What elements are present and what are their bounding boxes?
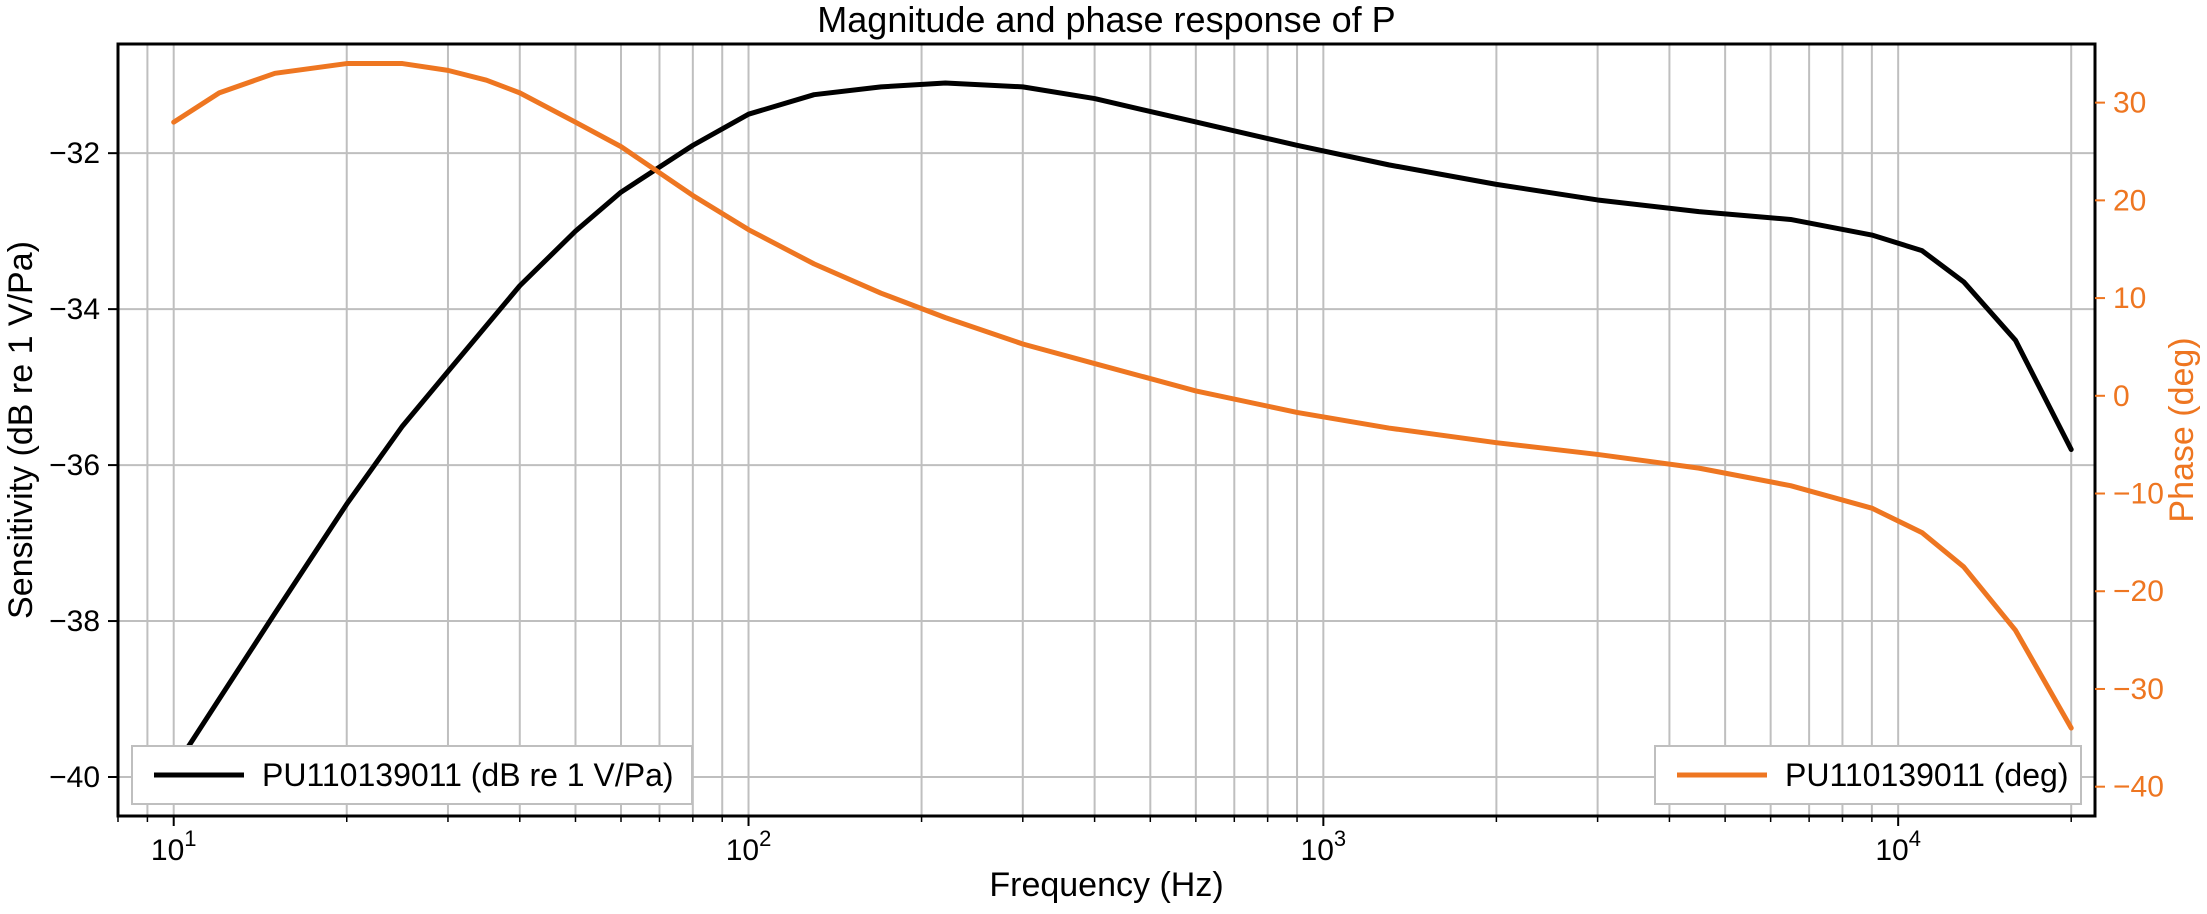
y-left-tick-label: −38 — [49, 605, 100, 638]
chart-svg: 101102103104−40−38−36−34−32−40−30−20−100… — [0, 0, 2207, 914]
y-right-tick-label: −30 — [2113, 673, 2164, 706]
legend-sensitivity: PU110139011 (dB re 1 V/Pa) — [132, 746, 692, 804]
x-axis-label: Frequency (Hz) — [989, 866, 1223, 904]
y-right-tick-label: 20 — [2113, 184, 2146, 217]
y-left-tick-label: −40 — [49, 761, 100, 794]
chart-title: Magnitude and phase response of P — [817, 0, 1395, 40]
legend-phase: PU110139011 (deg) — [1655, 746, 2081, 804]
y-right-tick-label: 10 — [2113, 282, 2146, 315]
y-right-tick-label: −10 — [2113, 478, 2164, 511]
y-right-tick-label: 0 — [2113, 380, 2130, 413]
y-right-tick-label: 30 — [2113, 87, 2146, 120]
legend-label-phase: PU110139011 (deg) — [1785, 757, 2068, 793]
y-left-axis-label: Sensitivity (dB re 1 V/Pa) — [2, 241, 40, 619]
legend-label-sensitivity: PU110139011 (dB re 1 V/Pa) — [262, 757, 674, 793]
y-left-tick-label: −34 — [49, 293, 100, 326]
y-right-axis-label: Phase (deg) — [2163, 337, 2201, 522]
y-left-tick-label: −36 — [49, 449, 100, 482]
y-right-tick-label: −40 — [2113, 771, 2164, 804]
y-right-tick-label: −20 — [2113, 575, 2164, 608]
y-left-tick-label: −32 — [49, 137, 100, 170]
chart-container: 101102103104−40−38−36−34−32−40−30−20−100… — [0, 0, 2207, 914]
